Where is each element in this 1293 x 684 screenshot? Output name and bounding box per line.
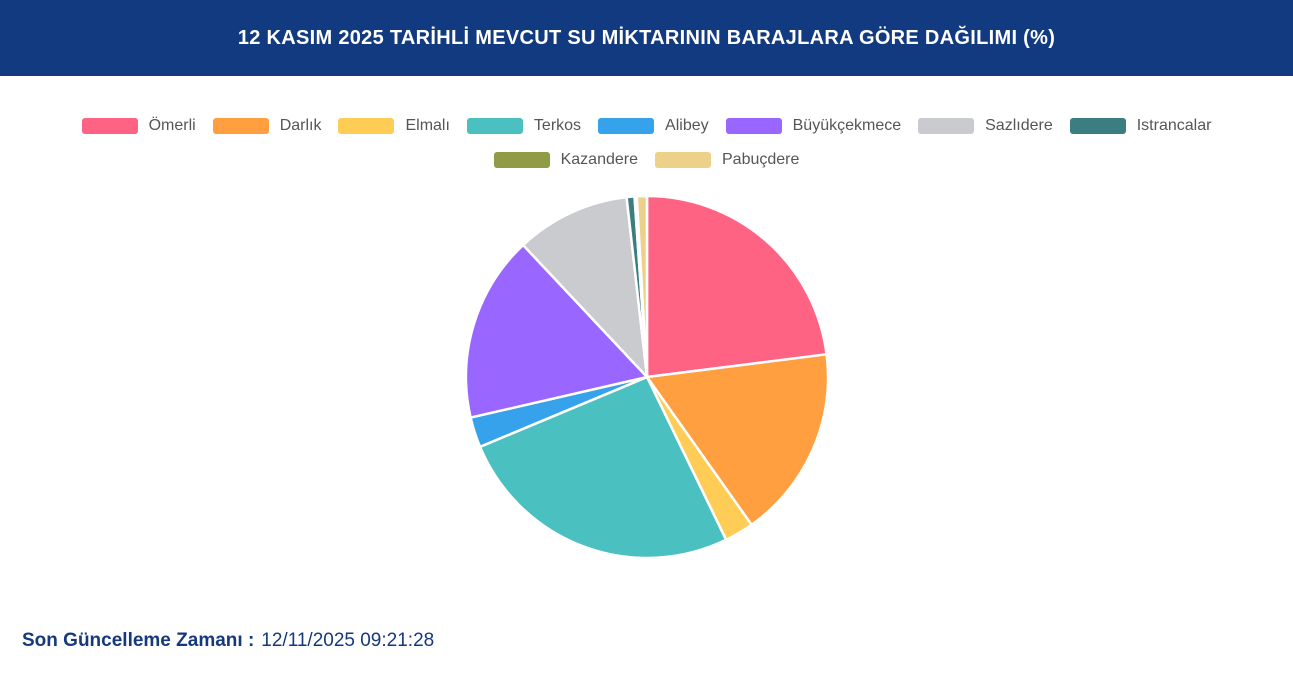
legend-label-alibey: Alibey <box>665 117 709 134</box>
pie-slice-buyukcekmece[interactable] <box>464 243 648 419</box>
pie-legend: Ömerli Darlık Elmalı Terkos Alibey Büyükçekme… <box>0 117 1293 169</box>
legend-label-kazandere: Kazandere <box>560 151 638 168</box>
legend-label-istrancalar: Istrancalar <box>1136 117 1212 134</box>
pie-slice-darlik[interactable] <box>645 353 829 527</box>
legend-label-elmali: Elmalı <box>405 117 450 134</box>
legend-label-darlik: Darlık <box>279 117 322 134</box>
legend-swatch-elmali <box>338 118 395 134</box>
legend-label-buyukcekmece: Büyükçekmece <box>792 117 902 134</box>
legend-swatch-omerli <box>81 118 138 134</box>
legend-swatch-darlik <box>212 118 269 134</box>
title-bar: 12 KASIM 2025 TARİHLİ MEVCUT SU MİKTARIN… <box>0 0 1293 76</box>
legend-label-omerli: Ömerli <box>148 117 196 134</box>
legend-item-buyukcekmece[interactable]: Büyükçekmece <box>725 117 902 135</box>
legend-item-istrancalar[interactable]: Istrancalar <box>1069 117 1212 135</box>
legend-item-terkos[interactable]: Terkos <box>466 117 582 135</box>
pie-slice-pabucdere[interactable] <box>635 194 648 379</box>
page-title: 12 KASIM 2025 TARİHLİ MEVCUT SU MİKTARIN… <box>237 26 1056 49</box>
pie-slice-sazlidere[interactable] <box>521 195 648 379</box>
legend-item-darlik[interactable]: Darlık <box>212 117 322 135</box>
legend-label-sazlidere: Sazlıdere <box>985 117 1053 134</box>
legend-swatch-buyukcekmece <box>725 118 782 134</box>
legend-item-elmali[interactable]: Elmalı <box>338 117 450 135</box>
last-update-label: Son Güncelleme Zamanı : <box>22 630 255 651</box>
legend-swatch-sazlidere <box>918 118 975 134</box>
legend-item-sazlidere[interactable]: Sazlıdere <box>918 117 1053 135</box>
legend-row-2: Kazandere Pabuçdere <box>493 151 799 169</box>
legend-item-kazandere[interactable]: Kazandere <box>493 151 638 169</box>
legend-swatch-alibey <box>598 118 655 134</box>
legend-item-alibey[interactable]: Alibey <box>598 117 709 135</box>
legend-item-omerli[interactable]: Ömerli <box>81 117 196 135</box>
legend-item-pabucdere[interactable]: Pabuçdere <box>655 151 799 169</box>
pie-chart-area <box>0 191 1293 563</box>
legend-swatch-kazandere <box>493 152 550 168</box>
legend-label-terkos: Terkos <box>533 117 582 134</box>
legend-swatch-pabucdere <box>655 152 711 168</box>
last-update-value: 12/11/2025 09:21:28 <box>261 630 435 651</box>
last-update: Son Güncelleme Zamanı : 12/11/2025 09:21:… <box>22 630 1293 652</box>
pie-slice-omerli[interactable] <box>645 194 828 379</box>
legend-swatch-terkos <box>466 118 523 134</box>
legend-label-pabucdere: Pabuçdere <box>722 151 800 168</box>
pie-chart <box>464 194 829 560</box>
legend-row-1: Ömerli Darlık Elmalı Terkos Alibey Büyükçekme… <box>81 117 1212 135</box>
legend-swatch-istrancalar <box>1069 118 1126 134</box>
